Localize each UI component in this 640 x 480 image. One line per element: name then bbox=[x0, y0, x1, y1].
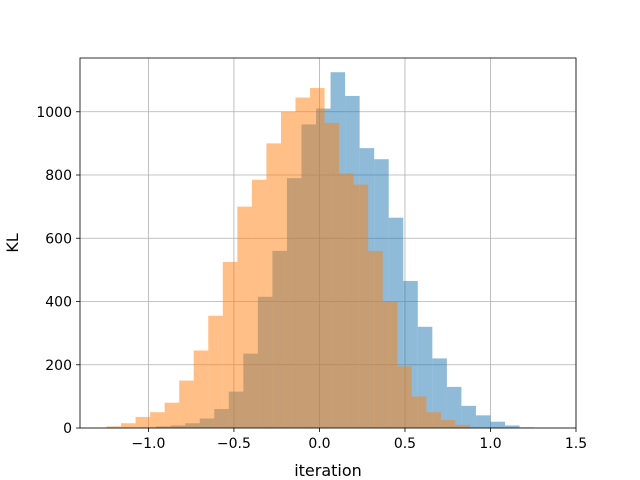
histogram-bar-series-2 bbox=[382, 301, 398, 428]
histogram-bar-series-2 bbox=[106, 426, 122, 428]
histogram-bar-series-1 bbox=[461, 405, 476, 428]
y-tick-label: 1000 bbox=[36, 105, 72, 121]
x-tick-label: 0.5 bbox=[394, 436, 416, 452]
histogram-bar-series-1 bbox=[490, 421, 506, 428]
y-axis-label: KL bbox=[3, 233, 22, 252]
y-tick-label: 800 bbox=[45, 168, 72, 184]
histogram-bar-series-2 bbox=[368, 250, 383, 428]
histogram-bar-series-2 bbox=[222, 261, 238, 428]
x-tick-label: 1.5 bbox=[565, 436, 587, 452]
histogram-bar-series-2 bbox=[237, 206, 252, 428]
x-axis-ticks: −1.0 −0.5 0.0 0.5 1.0 1.5 bbox=[131, 428, 587, 452]
histogram-bar-series-2 bbox=[164, 402, 180, 428]
histogram-bar-series-2 bbox=[179, 380, 194, 428]
histogram-bar-series-2 bbox=[150, 412, 165, 428]
y-axis-ticks: 0 200 400 600 800 1000 bbox=[36, 105, 80, 437]
histogram-bar-series-2 bbox=[208, 315, 223, 428]
plot-frame bbox=[79, 57, 577, 429]
histogram-bar-series-1 bbox=[475, 415, 491, 428]
x-tick-label: −1.0 bbox=[131, 436, 165, 452]
x-axis-label: iteration bbox=[294, 461, 362, 480]
y-tick-label: 200 bbox=[45, 358, 72, 374]
x-tick-label: 0.0 bbox=[308, 436, 330, 452]
histogram-bar-series-2 bbox=[397, 366, 412, 428]
histogram-bar-series-2 bbox=[295, 97, 311, 429]
histogram-bar-series-2 bbox=[251, 179, 267, 428]
histogram-bar-series-1 bbox=[446, 386, 462, 428]
histogram-bar-series-1 bbox=[432, 358, 447, 428]
histogram-bar-series-2 bbox=[339, 173, 354, 428]
y-tick-label: 400 bbox=[45, 295, 72, 311]
histogram-bar-series-1 bbox=[505, 425, 520, 428]
histogram-bar-series-2 bbox=[135, 416, 151, 428]
histogram-bar-series-2 bbox=[411, 396, 427, 428]
histogram-bars bbox=[106, 72, 535, 429]
histogram-bar-series-2 bbox=[280, 111, 296, 428]
histogram-bar-series-2 bbox=[426, 412, 441, 428]
histogram-bar-series-2 bbox=[121, 423, 136, 428]
histogram-bar-series-2 bbox=[193, 350, 209, 428]
histogram-bar-series-2 bbox=[440, 420, 456, 428]
x-tick-label: −0.5 bbox=[217, 436, 251, 452]
x-tick-label: 1.0 bbox=[479, 436, 501, 452]
y-tick-label: 0 bbox=[63, 421, 72, 437]
histogram-bar-series-2 bbox=[324, 122, 340, 428]
histogram-bar-series-2 bbox=[310, 88, 325, 429]
histogram-bar-series-2 bbox=[455, 424, 470, 428]
histogram-bar-series-2 bbox=[353, 184, 369, 428]
histogram-bar-series-2 bbox=[266, 143, 281, 428]
y-tick-label: 600 bbox=[45, 231, 72, 247]
